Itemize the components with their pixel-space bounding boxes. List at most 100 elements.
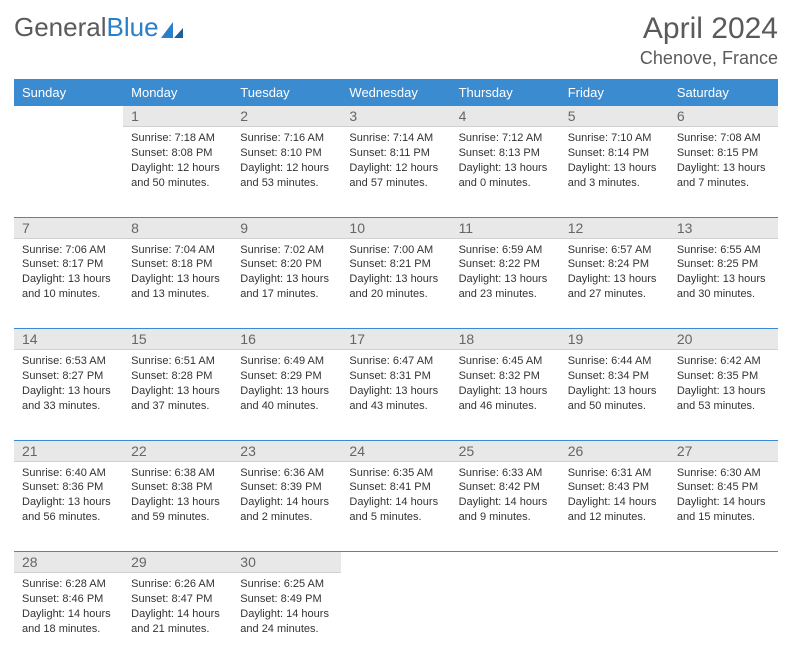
daylight-line1: Daylight: 13 hours (349, 272, 442, 287)
daylight-line2: and 20 minutes. (349, 287, 442, 302)
day-cell: Sunrise: 6:42 AMSunset: 8:35 PMDaylight:… (669, 350, 778, 421)
daylight-line2: and 18 minutes. (22, 622, 115, 637)
brand-logo: GeneralBlue (14, 12, 183, 47)
sunset-line: Sunset: 8:27 PM (22, 369, 115, 384)
day-cell: Sunrise: 7:18 AMSunset: 8:08 PMDaylight:… (123, 127, 232, 198)
day-number: 4 (451, 106, 560, 127)
sunset-line: Sunset: 8:21 PM (349, 257, 442, 272)
daylight-line1: Daylight: 14 hours (677, 495, 770, 510)
day-cell: Sunrise: 7:14 AMSunset: 8:11 PMDaylight:… (341, 127, 450, 198)
sunset-line: Sunset: 8:24 PM (568, 257, 661, 272)
daylight-line2: and 43 minutes. (349, 399, 442, 414)
day-cell: Sunrise: 7:06 AMSunset: 8:17 PMDaylight:… (14, 239, 123, 310)
daylight-line1: Daylight: 14 hours (349, 495, 442, 510)
sunrise-line: Sunrise: 7:16 AM (240, 131, 333, 146)
day-number: 8 (123, 218, 232, 239)
day-number: 2 (232, 106, 341, 127)
day-cell: Sunrise: 7:00 AMSunset: 8:21 PMDaylight:… (341, 239, 450, 310)
daylight-line2: and 5 minutes. (349, 510, 442, 525)
sunset-line: Sunset: 8:47 PM (131, 592, 224, 607)
sunset-line: Sunset: 8:31 PM (349, 369, 442, 384)
sunset-line: Sunset: 8:18 PM (131, 257, 224, 272)
day-number: 20 (669, 329, 778, 350)
sunset-line: Sunset: 8:29 PM (240, 369, 333, 384)
day-number: 21 (14, 441, 123, 462)
sunset-line: Sunset: 8:25 PM (677, 257, 770, 272)
day-cell: Sunrise: 6:40 AMSunset: 8:36 PMDaylight:… (14, 462, 123, 533)
daylight-line1: Daylight: 14 hours (22, 607, 115, 622)
sunset-line: Sunset: 8:13 PM (459, 146, 552, 161)
sunrise-line: Sunrise: 7:04 AM (131, 243, 224, 258)
sunset-line: Sunset: 8:46 PM (22, 592, 115, 607)
sunset-line: Sunset: 8:36 PM (22, 480, 115, 495)
sunrise-line: Sunrise: 7:02 AM (240, 243, 333, 258)
day-number: 6 (669, 106, 778, 127)
day-header: Wednesday (341, 79, 450, 106)
daylight-line1: Daylight: 13 hours (677, 161, 770, 176)
sunrise-line: Sunrise: 6:55 AM (677, 243, 770, 258)
day-cell: Sunrise: 6:47 AMSunset: 8:31 PMDaylight:… (341, 350, 450, 421)
day-number: 1 (123, 106, 232, 127)
day-cell: Sunrise: 6:31 AMSunset: 8:43 PMDaylight:… (560, 462, 669, 533)
calendar-head: SundayMondayTuesdayWednesdayThursdayFrid… (14, 79, 778, 106)
day-cell: Sunrise: 6:51 AMSunset: 8:28 PMDaylight:… (123, 350, 232, 421)
sunrise-line: Sunrise: 6:59 AM (459, 243, 552, 258)
daylight-line2: and 57 minutes. (349, 176, 442, 191)
sunset-line: Sunset: 8:42 PM (459, 480, 552, 495)
day-number: 7 (14, 218, 123, 239)
sunset-line: Sunset: 8:43 PM (568, 480, 661, 495)
day-cell: Sunrise: 6:25 AMSunset: 8:49 PMDaylight:… (232, 573, 341, 644)
daylight-line2: and 59 minutes. (131, 510, 224, 525)
daylight-line1: Daylight: 13 hours (22, 384, 115, 399)
sunrise-line: Sunrise: 6:28 AM (22, 577, 115, 592)
day-header: Tuesday (232, 79, 341, 106)
sunrise-line: Sunrise: 6:38 AM (131, 466, 224, 481)
day-cell: Sunrise: 6:49 AMSunset: 8:29 PMDaylight:… (232, 350, 341, 421)
sunrise-line: Sunrise: 6:47 AM (349, 354, 442, 369)
sunset-line: Sunset: 8:41 PM (349, 480, 442, 495)
sunrise-line: Sunrise: 6:25 AM (240, 577, 333, 592)
day-cell: Sunrise: 6:35 AMSunset: 8:41 PMDaylight:… (341, 462, 450, 533)
daylight-line1: Daylight: 13 hours (568, 272, 661, 287)
sunrise-line: Sunrise: 6:57 AM (568, 243, 661, 258)
day-cell: Sunrise: 6:53 AMSunset: 8:27 PMDaylight:… (14, 350, 123, 421)
day-cell: Sunrise: 6:59 AMSunset: 8:22 PMDaylight:… (451, 239, 560, 310)
daylight-line1: Daylight: 13 hours (459, 272, 552, 287)
sunrise-line: Sunrise: 7:12 AM (459, 131, 552, 146)
daylight-line1: Daylight: 13 hours (677, 384, 770, 399)
day-header: Thursday (451, 79, 560, 106)
sunrise-line: Sunrise: 6:53 AM (22, 354, 115, 369)
sunrise-line: Sunrise: 7:18 AM (131, 131, 224, 146)
title-block: April 2024 Chenove, France (640, 12, 778, 69)
day-cell: Sunrise: 6:55 AMSunset: 8:25 PMDaylight:… (669, 239, 778, 310)
day-number: 10 (341, 218, 450, 239)
day-header: Friday (560, 79, 669, 106)
daylight-line2: and 21 minutes. (131, 622, 224, 637)
daylight-line2: and 24 minutes. (240, 622, 333, 637)
daylight-line2: and 2 minutes. (240, 510, 333, 525)
sunset-line: Sunset: 8:11 PM (349, 146, 442, 161)
day-number: 16 (232, 329, 341, 350)
daylight-line1: Daylight: 14 hours (240, 495, 333, 510)
daylight-line2: and 56 minutes. (22, 510, 115, 525)
day-cell: Sunrise: 7:10 AMSunset: 8:14 PMDaylight:… (560, 127, 669, 198)
brand-part2: Blue (107, 12, 159, 43)
sunrise-line: Sunrise: 6:35 AM (349, 466, 442, 481)
daylight-line1: Daylight: 13 hours (131, 272, 224, 287)
day-cell: Sunrise: 7:02 AMSunset: 8:20 PMDaylight:… (232, 239, 341, 310)
day-number: 5 (560, 106, 669, 127)
daylight-line2: and 7 minutes. (677, 176, 770, 191)
daylight-line2: and 50 minutes. (131, 176, 224, 191)
daylight-line1: Daylight: 13 hours (677, 272, 770, 287)
sunrise-line: Sunrise: 6:40 AM (22, 466, 115, 481)
daylight-line2: and 46 minutes. (459, 399, 552, 414)
sunrise-line: Sunrise: 6:51 AM (131, 354, 224, 369)
sunrise-line: Sunrise: 7:08 AM (677, 131, 770, 146)
sunrise-line: Sunrise: 7:00 AM (349, 243, 442, 258)
daylight-line2: and 23 minutes. (459, 287, 552, 302)
day-number: 13 (669, 218, 778, 239)
header: GeneralBlue April 2024 Chenove, France (14, 12, 778, 69)
day-cell: Sunrise: 6:33 AMSunset: 8:42 PMDaylight:… (451, 462, 560, 533)
day-cell: Sunrise: 6:26 AMSunset: 8:47 PMDaylight:… (123, 573, 232, 644)
daylight-line2: and 13 minutes. (131, 287, 224, 302)
